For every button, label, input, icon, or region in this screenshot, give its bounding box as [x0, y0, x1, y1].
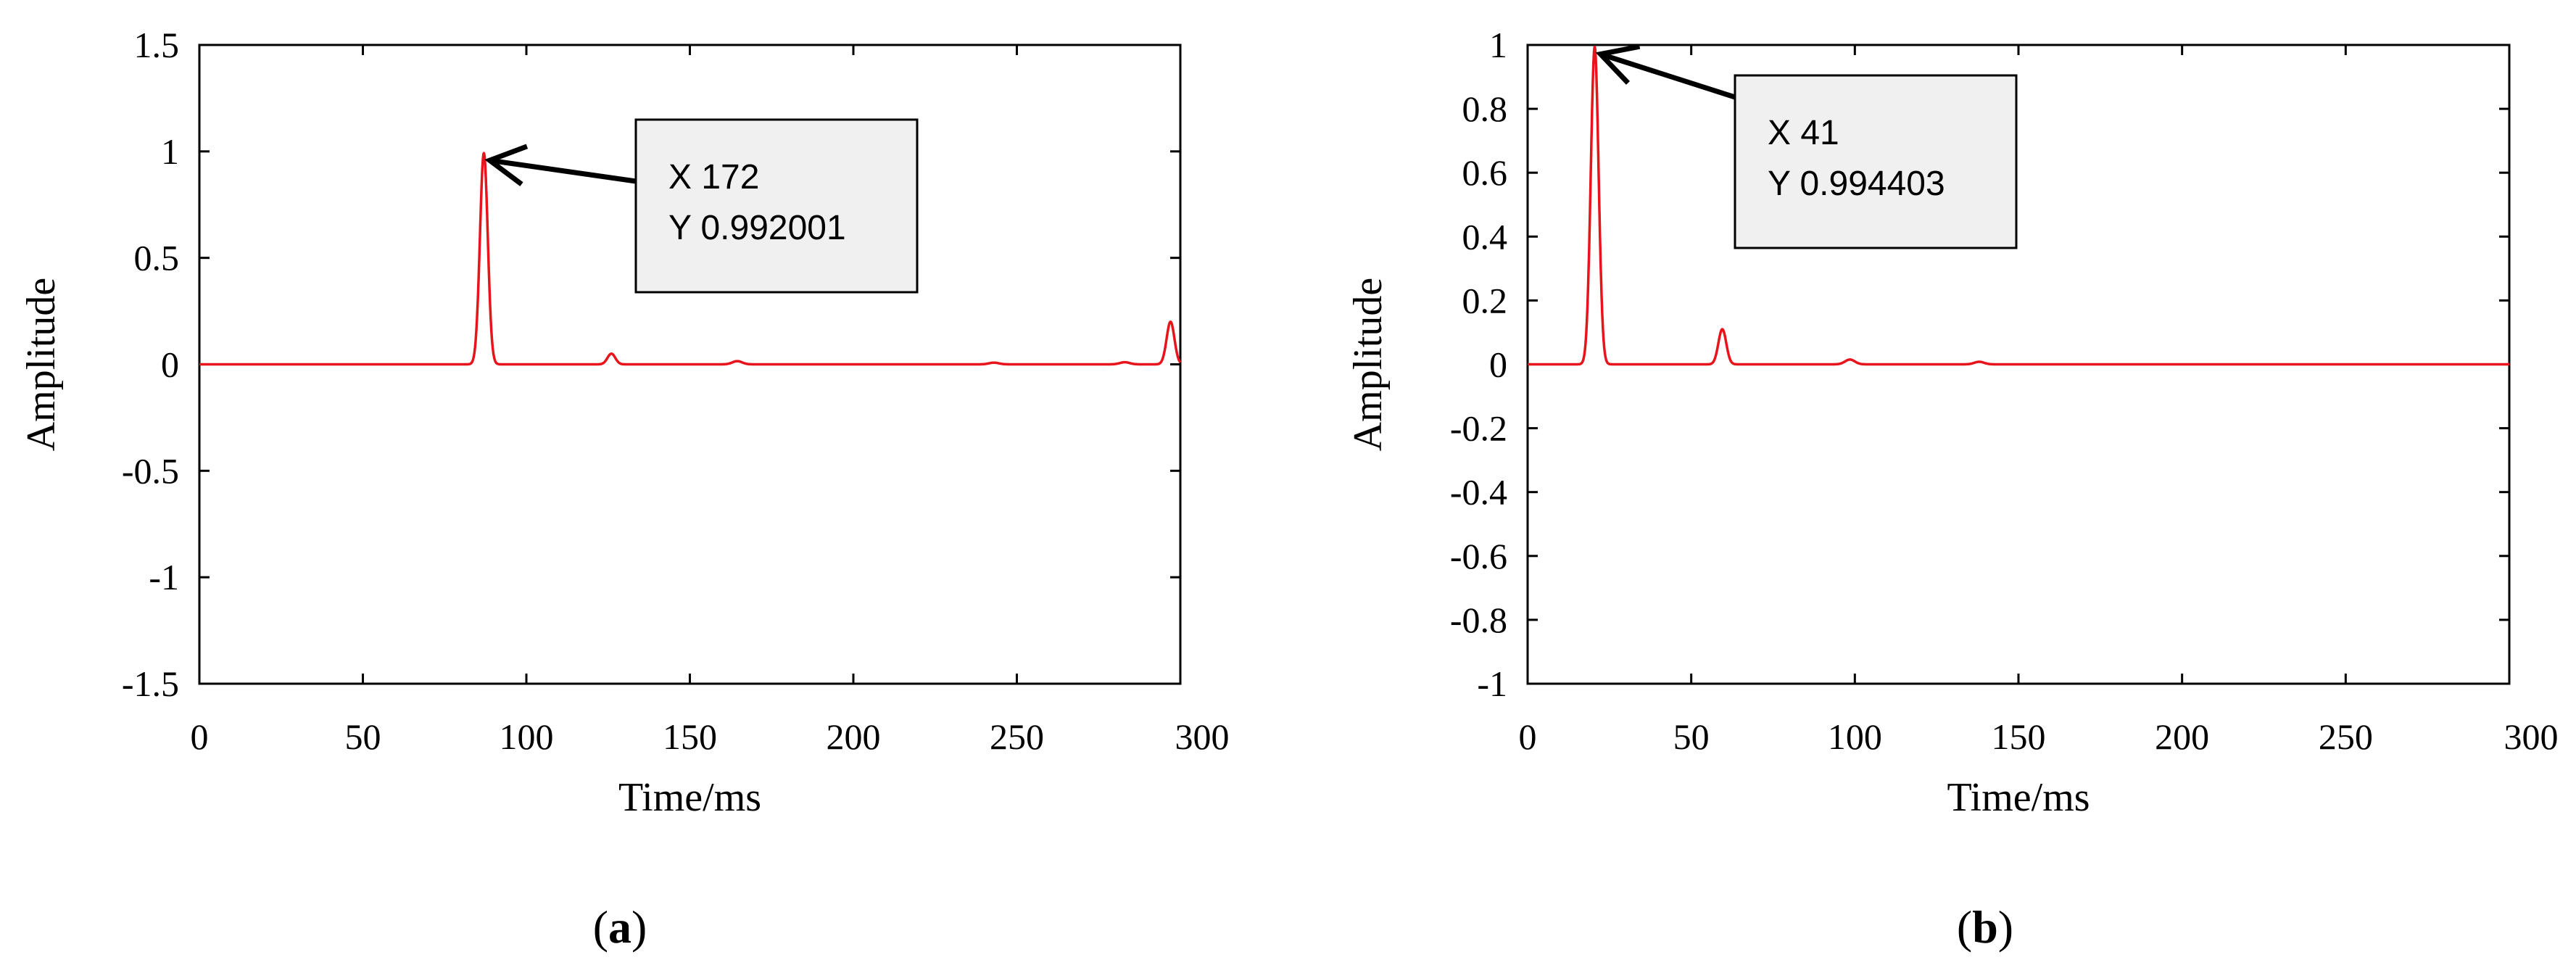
signal-series-line [198, 152, 1182, 366]
data-tip-x-value: X 172 [668, 158, 759, 196]
y-tick-label: -0.5 [122, 450, 179, 491]
y-tick-label: -1 [149, 557, 179, 597]
data-tip-arrow-head [1595, 44, 1641, 85]
data-tip-x-value: X 41 [1768, 114, 1839, 152]
y-tick-label: -1.5 [122, 663, 179, 704]
x-tick-label: 150 [1992, 716, 2046, 757]
y-tick-label: 1.5 [134, 25, 180, 65]
x-tick-label: 50 [1673, 716, 1710, 757]
data-tip-arrow [1599, 51, 1736, 100]
signal-series-line [1526, 45, 2511, 366]
x-axis-label: Time/ms [618, 775, 761, 820]
y-tick-label: -0.6 [1450, 536, 1507, 576]
x-tick-label: 0 [1519, 716, 1537, 757]
x-tick-label: 300 [2504, 716, 2559, 757]
y-tick-label: 0.2 [1462, 280, 1508, 320]
panel-label: (b) [1957, 901, 2013, 953]
x-tick-label: 150 [663, 716, 717, 757]
data-tip-arrow-head [484, 144, 529, 186]
data-tip-y-value: Y 0.992001 [668, 209, 846, 247]
x-tick-label: 100 [500, 716, 554, 757]
x-tick-label: 200 [827, 716, 881, 757]
y-axis-label: Amplitude [19, 278, 64, 452]
y-tick-label: 0.6 [1462, 152, 1508, 193]
x-tick-label: 100 [1828, 716, 1882, 757]
y-tick-label: 0.5 [134, 238, 180, 278]
y-tick-label: 1 [1489, 25, 1507, 65]
y-tick-label: 0 [1489, 344, 1507, 385]
x-axis-label: Time/ms [1947, 775, 2090, 820]
y-tick-label: 0 [161, 344, 179, 385]
y-axis-label: Amplitude [1346, 278, 1391, 452]
y-tick-label: 0.4 [1462, 216, 1508, 257]
x-tick-label: 200 [2155, 716, 2209, 757]
x-tick-label: 250 [2319, 716, 2373, 757]
x-tick-label: 300 [1175, 716, 1230, 757]
y-tick-label: -0.2 [1450, 408, 1507, 449]
panel-label: (a) [593, 901, 647, 953]
y-tick-label: 0.8 [1462, 88, 1508, 129]
x-tick-label: 50 [345, 716, 381, 757]
data-tip-y-value: Y 0.994403 [1768, 165, 1945, 203]
chart-panel-a: 0 50 100 150 200 250 300 1.5 1 0.5 0 -0.5 -1 -1.5 Time… [19, 25, 1230, 953]
x-tick-label: 0 [191, 716, 209, 757]
y-tick-label: -1 [1477, 663, 1507, 704]
data-tip-box [634, 118, 919, 294]
data-tip-arrow [489, 157, 637, 184]
y-tick-label: 1 [161, 131, 179, 172]
y-tick-label: -0.8 [1450, 600, 1507, 640]
data-tip-box [1734, 74, 2018, 249]
chart-panel-b: 0 50 100 150 200 250 300 1 0.8 0.6 0.4 0.2 0 -0.2 -0.4… [1346, 25, 2559, 953]
x-tick-label: 250 [990, 716, 1044, 757]
y-tick-label: -0.4 [1450, 472, 1507, 513]
